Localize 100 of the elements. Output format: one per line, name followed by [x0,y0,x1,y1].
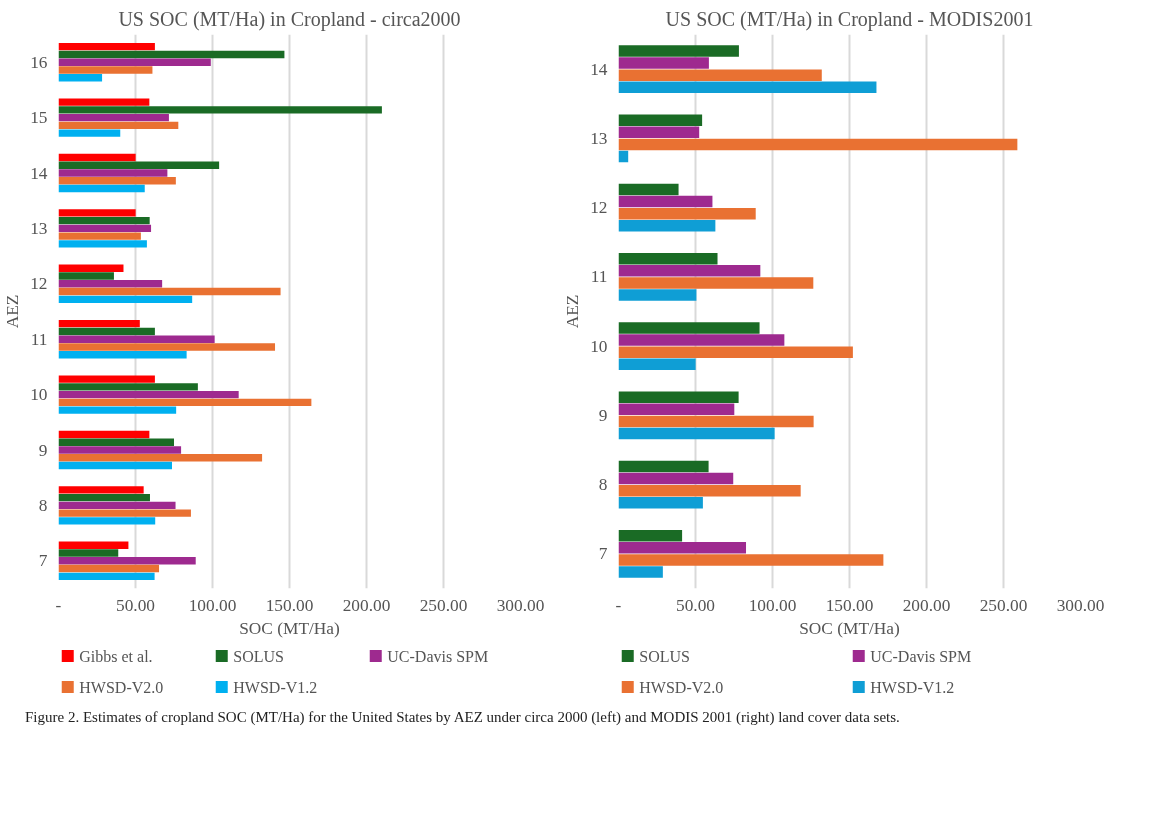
bar [58,295,193,303]
bar [58,572,155,580]
bar [618,252,718,265]
y-tick-label: 13 [30,218,48,238]
bar [618,460,709,473]
bar [58,209,136,217]
bar [58,549,119,557]
bar [58,129,121,137]
y-tick-label: 8 [38,495,48,515]
x-tick-label: 50.00 [116,595,156,615]
bar [58,240,147,248]
bar [618,427,775,440]
bar [58,398,312,407]
bar [58,446,182,454]
bar [58,557,196,565]
y-tick-label: 10 [30,385,48,405]
bar [618,195,713,208]
x-tick-label: 150.00 [825,595,874,615]
y-tick-label: 12 [30,274,48,294]
y-tick-label: 7 [38,551,48,571]
x-tick-label: - [55,595,62,615]
bar [618,497,703,509]
y-tick-label: 9 [38,440,48,460]
bar [58,272,114,280]
legend-label: HWSD-V1.2 [233,678,318,696]
y-tick-label: 16 [30,52,48,72]
bar [618,322,760,334]
legend-label: HWSD-V2.0 [639,678,724,696]
bar [58,224,152,233]
bar [58,517,156,525]
legend-label: HWSD-V1.2 [870,678,955,696]
legend-label: Gibbs et al. [79,647,153,665]
chart-title: US SOC (MT/Ha) in Cropland - circa2000 [118,7,461,31]
bar [58,58,211,66]
bar [58,184,145,193]
bar [58,509,191,517]
bar [618,358,696,371]
bar [58,351,187,359]
bar [58,287,281,296]
bar [618,484,801,497]
y-tick-label: 9 [598,405,608,425]
bar [58,43,155,51]
bar [58,106,382,114]
bar [618,542,747,554]
legend-label: UC-Davis SPM [387,647,489,665]
legend-label: HWSD-V2.0 [79,678,164,696]
y-tick-label: 12 [590,198,608,218]
bar [58,541,129,549]
bar [58,74,103,82]
y-tick-label: 10 [590,336,608,356]
bar [58,430,150,439]
legend-label: SOLUS [639,647,690,665]
bar [58,169,168,177]
bar [618,554,884,566]
y-axis-title: AEZ [3,294,23,329]
bar [58,66,153,74]
x-tick-label: 200.00 [342,595,391,615]
bar [618,566,663,578]
x-axis-title: SOC (MT/Ha) [799,618,901,638]
bar [58,493,150,502]
bar [618,138,1018,151]
bar [58,280,163,288]
y-axis-title: AEZ [563,294,583,329]
bar [618,207,756,220]
x-tick-label: 250.00 [419,595,468,615]
bar [58,320,140,328]
bar [618,265,761,277]
y-tick-label: 15 [30,108,48,128]
x-tick-label: 150.00 [265,595,314,615]
y-tick-label: 14 [590,59,608,79]
chart-title: US SOC (MT/Ha) in Cropland - MODIS2001 [665,7,1034,31]
y-tick-label: 14 [30,163,48,183]
bar [58,390,239,399]
bar [618,126,700,139]
x-tick-label: 250.00 [979,595,1028,615]
bar [618,346,853,358]
y-tick-label: 7 [598,544,608,564]
bar [58,383,198,391]
bar [58,177,176,185]
bar [618,81,877,94]
caption: Figure 2. Estimates of cropland SOC (MT/Ha) for the United States by AEZ under circa 2000 (left) and MODIS 2001 (right) land cover data sets. [25,708,900,727]
x-tick-label: 300.00 [1056,595,1105,615]
bar [58,327,155,336]
bar [58,264,124,272]
legend-label: UC-Davis SPM [870,647,972,665]
bar [58,113,169,122]
bar [58,121,179,130]
bar [58,461,172,470]
bar [618,415,814,428]
bar [58,486,144,494]
bar [618,289,697,301]
x-tick-label: 200.00 [902,595,951,615]
x-tick-label: 300.00 [496,595,545,615]
bar [58,98,150,106]
x-tick-label: 100.00 [748,595,797,615]
bar [58,232,141,240]
bar [58,454,263,462]
y-tick-label: 11 [30,329,48,349]
bar [618,391,739,403]
bar [618,529,683,542]
